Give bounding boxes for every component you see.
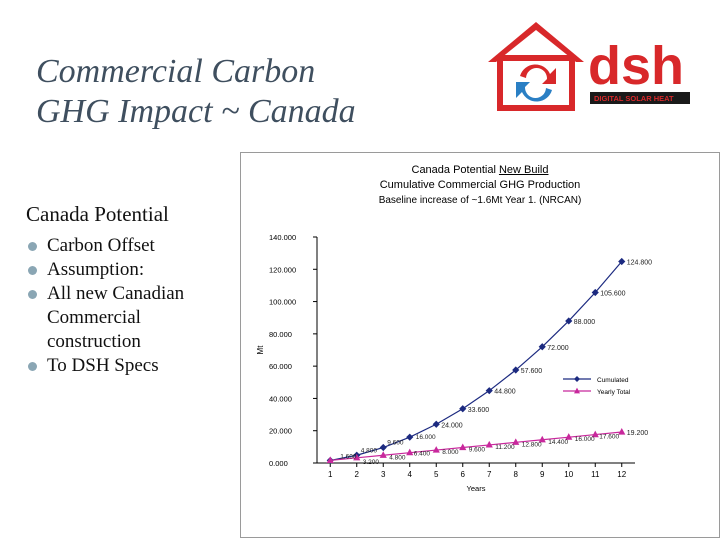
data-point-yearly-total — [379, 451, 387, 458]
x-tick-label: 3 — [381, 470, 386, 479]
data-label: 1.600 — [340, 453, 357, 460]
data-point-cumulated — [459, 405, 467, 413]
x-tick-label: 5 — [434, 470, 439, 479]
data-label: 16.000 — [575, 436, 595, 443]
x-tick-label: 11 — [591, 470, 600, 479]
data-label: 11.200 — [495, 444, 515, 451]
chart-container: Canada Potential New Build Cumulative Co… — [240, 152, 720, 538]
chart-title-line-2: Cumulative Commercial GHG Production — [379, 179, 581, 191]
data-point-cumulated — [432, 420, 440, 428]
data-label: 6.400 — [414, 451, 431, 458]
chart-title-line-1: Canada Potential New Build — [241, 163, 719, 178]
data-label: 4.800 — [361, 447, 378, 454]
data-label: 17.600 — [599, 434, 619, 441]
logo-recycle-arrow-blue — [516, 82, 552, 102]
data-label: 72.000 — [547, 345, 569, 352]
x-axis-label: Years — [467, 484, 486, 493]
bullet-item-continuation: Commercial — [47, 307, 141, 328]
logo-tagline: DIGITAL SOLAR HEAT — [594, 94, 674, 103]
chart-title-underlined: New Build — [498, 164, 549, 176]
dsh-logo: dsh DIGITAL SOLAR HEAT — [488, 22, 690, 111]
data-label: 4.800 — [389, 454, 406, 461]
data-label: 12.800 — [522, 441, 542, 448]
slide-title-line-2: GHG Impact ~ Canada — [36, 93, 356, 130]
y-tick-label: 60.000 — [269, 362, 292, 371]
legend-marker — [574, 387, 580, 394]
data-point-yearly-total — [485, 440, 493, 448]
y-axis-label: Mt — [256, 345, 265, 355]
data-point-yearly-total — [459, 443, 467, 451]
slide-title-line-1: Commercial Carbon — [36, 53, 316, 90]
slide-title: Commercial Carbon GHG Impact ~ Canada — [36, 52, 476, 132]
y-tick-label: 0.000 — [269, 459, 288, 468]
data-point-cumulated — [379, 443, 387, 452]
data-point-yearly-total — [538, 435, 546, 443]
data-label: 88.000 — [574, 319, 596, 326]
y-tick-label: 140.000 — [269, 233, 296, 242]
data-point-yearly-total — [326, 456, 334, 464]
x-tick-label: 1 — [328, 470, 333, 479]
data-point-yearly-total — [432, 446, 440, 453]
y-tick-label: 20.000 — [269, 427, 292, 436]
chart-title-prefix: Canada Potential — [411, 164, 499, 176]
chart-header: Canada Potential New Build Cumulative Co… — [241, 163, 719, 209]
data-label: 105.600 — [600, 291, 625, 298]
x-tick-label: 4 — [408, 470, 413, 479]
logo-tagline-bar — [590, 92, 690, 104]
bullet-item-continuation: construction — [47, 331, 141, 352]
y-tick-label: 40.000 — [269, 394, 292, 403]
data-point-yearly-total — [591, 430, 599, 438]
data-label: 57.600 — [521, 368, 543, 375]
data-label: 19.200 — [627, 430, 649, 437]
data-label: 9.600 — [469, 447, 486, 454]
x-tick-label: 2 — [355, 470, 360, 479]
y-tick-label: 120.000 — [269, 265, 296, 274]
data-label: 16.000 — [416, 434, 436, 441]
series-line-cumulated — [330, 261, 623, 462]
x-tick-label: 7 — [487, 470, 492, 479]
data-point-yearly-total — [406, 448, 414, 456]
chart-plot: 0.000 20.000 40.000 60.000 80.000 100.000 120.… — [256, 233, 652, 493]
data-point-yearly-total — [353, 453, 361, 461]
x-tick-label: 12 — [617, 470, 626, 479]
data-label: 24.000 — [441, 422, 463, 429]
legend-label: Cumulated — [597, 377, 629, 384]
logo-recycle-arrow-red — [520, 64, 556, 84]
section-heading: Canada Potential — [26, 202, 169, 226]
series-line-yearly-total — [330, 431, 622, 462]
bullet-item: Carbon Offset — [28, 234, 233, 258]
data-label: 33.600 — [468, 407, 490, 414]
data-label: 8.000 — [442, 449, 459, 456]
data-point-cumulated — [485, 387, 493, 395]
data-label: 124.800 — [627, 260, 652, 267]
data-label: 14.400 — [548, 439, 568, 446]
x-tick-label: 9 — [540, 470, 545, 479]
data-point-yearly-total — [618, 428, 626, 435]
y-tick-label: 100.000 — [269, 298, 296, 307]
data-point-yearly-total — [565, 433, 573, 440]
chart-subtitle: Baseline increase of ~1.6Mt Year 1. (NRC… — [378, 195, 582, 206]
data-point-cumulated — [591, 288, 599, 297]
x-tick-label: 10 — [564, 470, 573, 479]
data-point-yearly-total — [512, 438, 520, 445]
data-label: 3.200 — [363, 459, 380, 466]
data-label: 44.800 — [494, 389, 516, 396]
x-tick-label: 8 — [514, 470, 519, 479]
data-label: 9.600 — [387, 440, 404, 447]
legend-marker — [574, 376, 580, 382]
logo-wordmark: dsh — [588, 36, 684, 96]
data-point-cumulated — [538, 343, 546, 351]
y-tick-label: 80.000 — [269, 330, 292, 339]
x-tick-label: 6 — [461, 470, 466, 479]
bullet-item: All new Canadian — [28, 282, 233, 306]
data-point-cumulated — [512, 366, 520, 374]
data-point-cumulated — [406, 433, 414, 441]
bullet-list: Carbon Offset Assumption: All new Canadi… — [28, 234, 233, 378]
legend-label: Yearly Total — [597, 389, 631, 396]
bullet-item: To DSH Specs — [28, 354, 233, 378]
bullet-item: Assumption: — [28, 258, 233, 282]
